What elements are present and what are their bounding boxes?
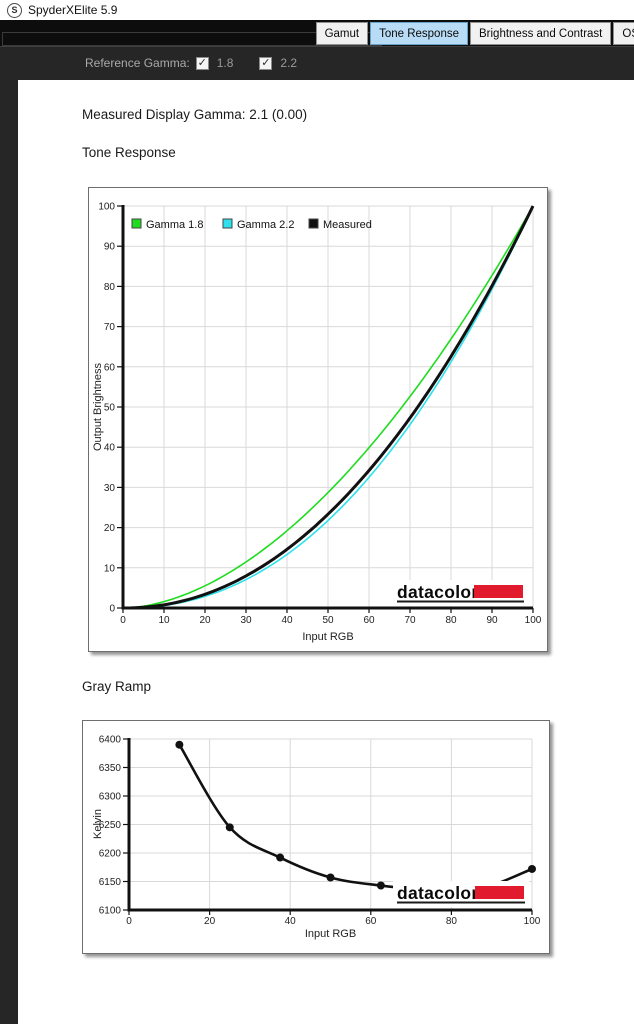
- curve-gamma-1-8: [122, 205, 534, 609]
- svg-text:50: 50: [104, 403, 116, 414]
- tab-brightness-and-contrast[interactable]: Brightness and Contrast: [470, 22, 612, 45]
- svg-text:30: 30: [104, 483, 116, 494]
- datacolor-logo: datacolor: [393, 580, 527, 606]
- svg-text:Input RGB: Input RGB: [305, 928, 356, 940]
- legend-swatch-3: [308, 218, 319, 229]
- menu-bar: Gamut Tone Response Brightness and Contras…: [0, 20, 634, 46]
- svg-text:80: 80: [446, 916, 458, 927]
- svg-text:Gamma 2.2: Gamma 2.2: [237, 219, 294, 231]
- svg-text:50: 50: [322, 615, 334, 626]
- svg-text:6200: 6200: [99, 849, 122, 860]
- svg-text:40: 40: [104, 443, 116, 454]
- spyder-app-icon: S: [7, 2, 22, 18]
- svg-text:6250: 6250: [99, 820, 122, 831]
- tab-os[interactable]: OS: [613, 22, 634, 45]
- svg-text:90: 90: [486, 615, 498, 626]
- reference-gamma-label: Reference Gamma:: [85, 56, 190, 70]
- svg-text:20: 20: [104, 523, 116, 534]
- gray-ramp-plot: 6100 6150 6200 6250 6300 6350 6400 0 20 40 60 80 100…: [92, 735, 541, 941]
- datacolor-logo: datacolor: [393, 881, 529, 907]
- svg-text:100: 100: [524, 916, 541, 927]
- measured-gamma-text: Measured Display Gamma: 2.1 (0.00): [82, 107, 308, 122]
- tab-strip: Gamut Tone Response Brightness and Contras…: [315, 22, 634, 45]
- svg-text:70: 70: [404, 615, 416, 626]
- svg-text:Measured: Measured: [323, 219, 372, 231]
- svg-text:Gamma 1.8: Gamma 1.8: [146, 219, 203, 231]
- main-content-panel: Measured Display Gamma: 2.1 (0.00) Tone …: [18, 80, 634, 1024]
- data-point-marker: [175, 740, 184, 749]
- svg-text:20: 20: [204, 916, 216, 927]
- svg-text:datacolor: datacolor: [397, 883, 478, 903]
- svg-text:20: 20: [199, 615, 211, 626]
- svg-text:40: 40: [285, 916, 297, 927]
- svg-text:10: 10: [158, 615, 170, 626]
- tone-response-chart: 0 10 20 30 40 50 60 70 80 90 100 0 10 20 30 40 50 60 70 80 9…: [88, 187, 548, 652]
- svg-text:datacolor: datacolor: [397, 582, 478, 602]
- tab-tone-response[interactable]: Tone Response: [370, 22, 468, 45]
- data-point-marker: [225, 823, 234, 832]
- options-header: Reference Gamma: ✓ 1.8 ✓ 2.2: [0, 46, 634, 80]
- svg-text:6300: 6300: [99, 792, 122, 803]
- svg-text:90: 90: [104, 242, 116, 253]
- gray-ramp-curve: [178, 744, 533, 892]
- svg-text:Output Brightness: Output Brightness: [92, 362, 104, 451]
- reference-gamma-option-label: 1.8: [216, 56, 234, 70]
- gray-ramp-title: Gray Ramp: [82, 679, 152, 694]
- svg-text:Kelvin: Kelvin: [92, 809, 104, 839]
- legend-swatch-1: [131, 218, 142, 229]
- tab-gamut[interactable]: Gamut: [315, 22, 369, 45]
- tone-response-title: Tone Response: [82, 145, 176, 160]
- svg-text:60: 60: [104, 362, 116, 373]
- svg-text:0: 0: [126, 916, 132, 927]
- svg-text:100: 100: [98, 202, 115, 213]
- data-point-marker: [276, 853, 285, 862]
- data-point-marker: [376, 881, 385, 890]
- legend-swatch-2: [222, 218, 233, 229]
- reference-gamma-checkbox-2-2[interactable]: ✓: [259, 56, 273, 70]
- svg-text:0: 0: [109, 604, 115, 615]
- curve-measured: [123, 205, 535, 610]
- data-point-marker: [528, 864, 536, 873]
- svg-text:60: 60: [363, 615, 375, 626]
- window-title-bar: S SpyderXElite 5.9: [0, 0, 634, 20]
- svg-text:80: 80: [104, 282, 116, 293]
- svg-text:10: 10: [104, 563, 116, 574]
- svg-text:Input RGB: Input RGB: [302, 631, 353, 643]
- svg-text:0: 0: [120, 615, 126, 626]
- svg-text:80: 80: [445, 615, 457, 626]
- svg-text:30: 30: [240, 615, 252, 626]
- svg-text:6350: 6350: [99, 763, 122, 774]
- window-title: SpyderXElite 5.9: [28, 3, 118, 17]
- svg-text:70: 70: [104, 322, 116, 333]
- reference-gamma-row: Reference Gamma: ✓ 1.8 ✓ 2.2: [85, 56, 297, 70]
- gray-ramp-chart: 6100 6150 6200 6250 6300 6350 6400 0 20 40 60 80 100…: [82, 720, 550, 954]
- svg-text:6100: 6100: [99, 906, 122, 917]
- reference-gamma-checkbox-1-8[interactable]: ✓: [195, 56, 209, 70]
- svg-text:60: 60: [365, 916, 377, 927]
- svg-text:100: 100: [525, 615, 542, 626]
- svg-text:40: 40: [281, 615, 293, 626]
- reference-gamma-option-label: 2.2: [280, 56, 298, 70]
- data-point-marker: [326, 873, 335, 882]
- svg-text:6150: 6150: [99, 877, 122, 888]
- tone-response-plot: 0 10 20 30 40 50 60 70 80 90 100 0 10 20 30 40 50 60 70 80 9…: [92, 202, 542, 644]
- svg-text:6400: 6400: [99, 735, 122, 746]
